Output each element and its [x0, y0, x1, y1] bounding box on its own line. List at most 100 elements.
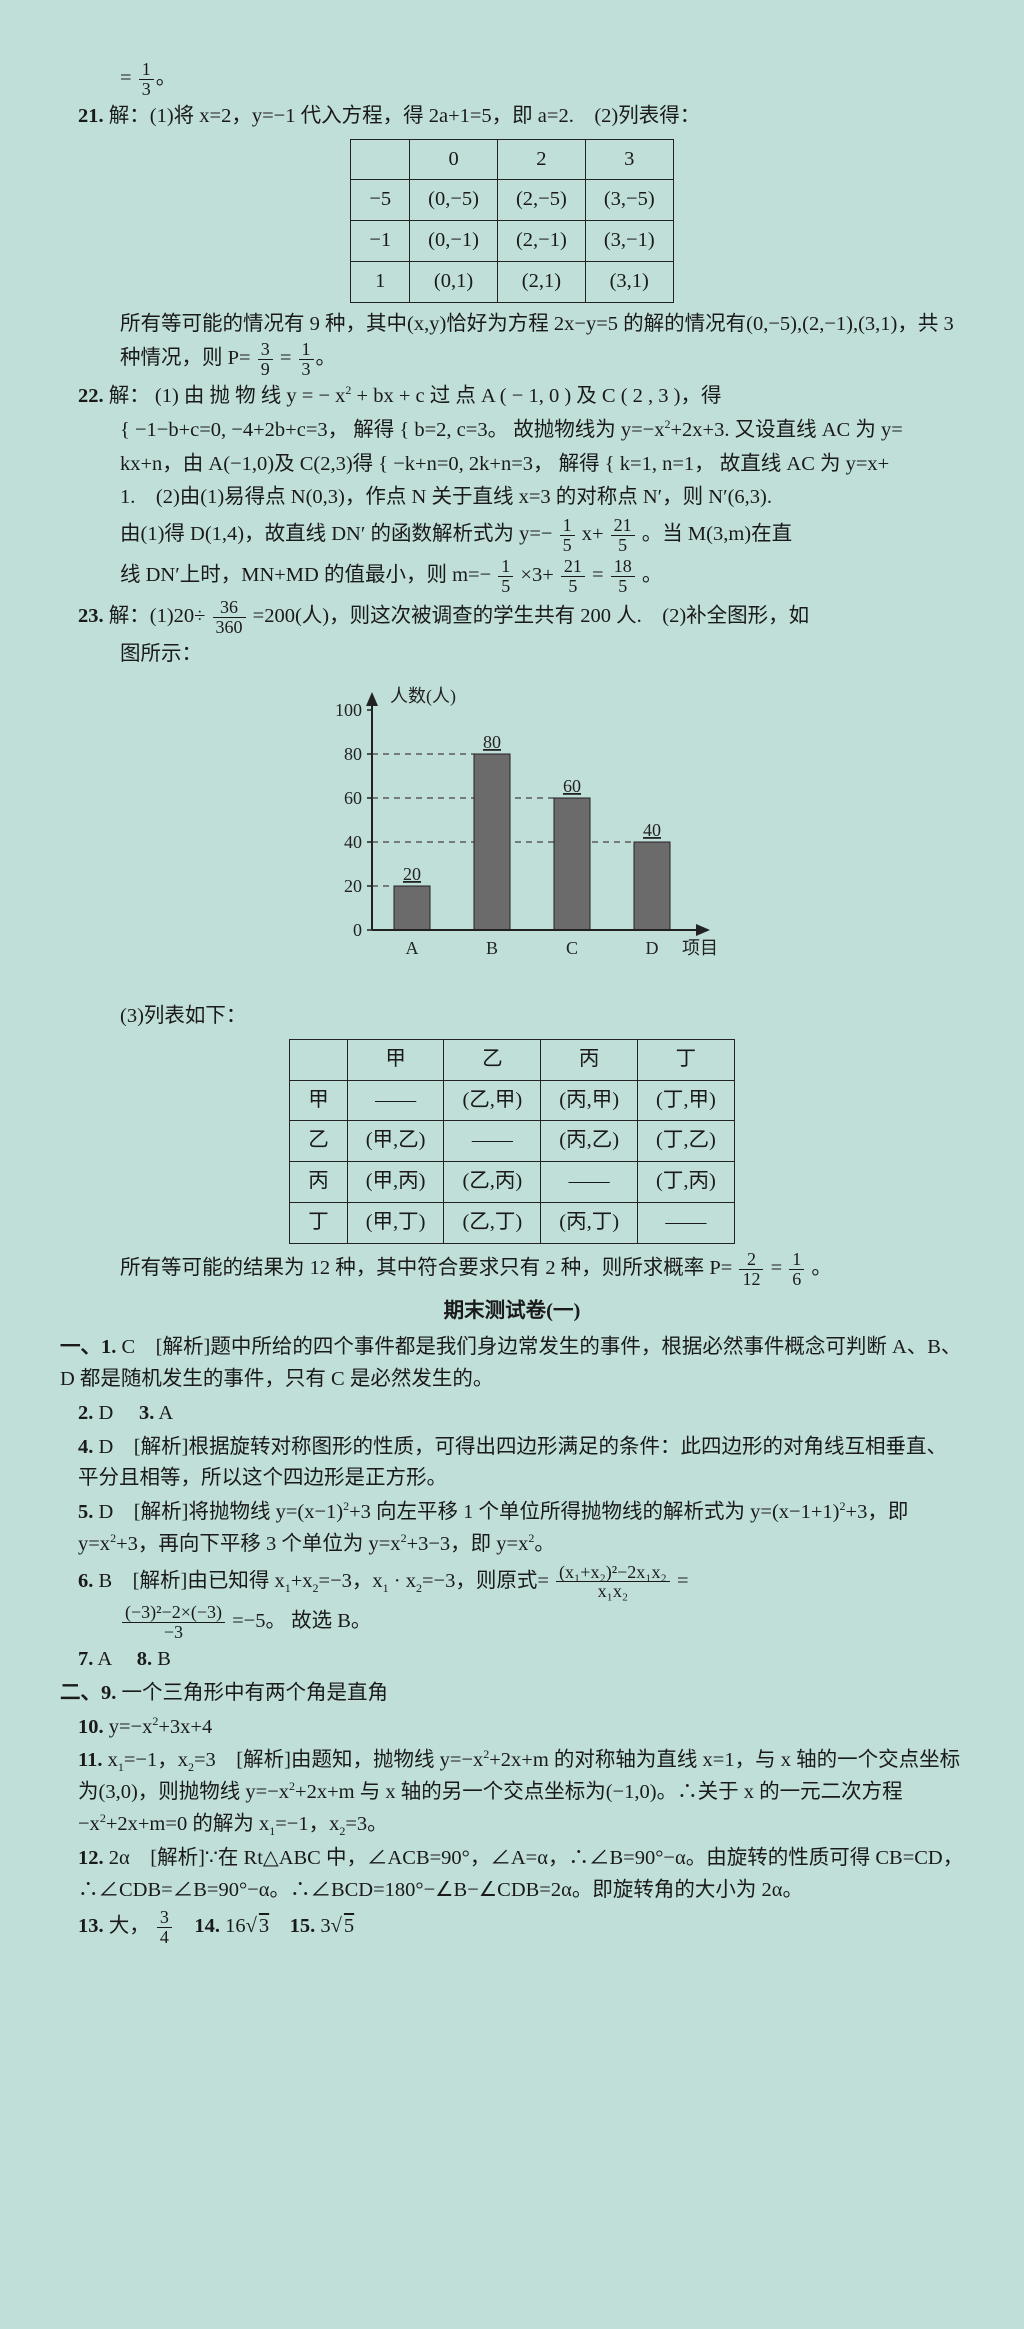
s2-a10a: y=−x: [109, 1716, 153, 1738]
q23-after2: 所有等可能的结果为 12 种，其中符合要求只有 2 种，则所求概率 P= 212…: [60, 1250, 964, 1289]
table-cell: (丁,丙): [638, 1162, 735, 1203]
frac-num: (−3)²−2×(−3): [122, 1603, 225, 1623]
s2-a12l: 12.: [78, 1847, 104, 1869]
s1-a8l: 8.: [137, 1648, 152, 1670]
frac-den: 4: [157, 1928, 172, 1947]
q22-p2b: +2x+3. 又设直线 AC 为 y=: [670, 419, 902, 441]
s1-a3: A: [158, 1402, 173, 1424]
s2-a11b: =−1，x: [124, 1749, 188, 1771]
q21-table: 023−5(0,−5)(2,−5)(3,−5)−1(0,−1)(2,−1)(3,…: [350, 139, 673, 303]
s1-a1: C [解析]题中所给的四个事件都是我们身边常发生的事件，根据必然事件概念可判断 …: [60, 1336, 961, 1390]
s2-a10b: +3x+4: [158, 1716, 212, 1738]
s1-a6d: · x: [389, 1570, 416, 1592]
table-cell: (甲,乙): [347, 1121, 444, 1162]
table-header-cell: 3: [585, 139, 673, 180]
table-cell: (丁,乙): [638, 1121, 735, 1162]
table-cell: −1: [351, 221, 410, 262]
q22-p1b: + bx + c 过 点 A ( − 1, 0 ) 及 C ( 2 , 3 )，…: [351, 385, 721, 407]
table-cell: (乙,丁): [444, 1202, 541, 1243]
s1-a5l: 5.: [78, 1501, 93, 1523]
q22-p1a: (1) 由 抛 物 线 y = − x: [155, 385, 346, 407]
table-cell: 1: [351, 261, 410, 302]
table-cell: (丁,甲): [638, 1080, 735, 1121]
table-cell: ——: [347, 1080, 444, 1121]
frac-den: 5: [611, 536, 635, 555]
s1-a5b: +3 向左平移 1 个单位所得抛物线的解析式为 y=(x−1+1): [349, 1501, 839, 1523]
s1-a8: B: [157, 1648, 171, 1670]
table-cell: ——: [541, 1162, 638, 1203]
table-cell: (丙,丁): [541, 1202, 638, 1243]
s2-a14l: 14.: [194, 1915, 220, 1937]
s2-a15l: 15.: [290, 1915, 316, 1937]
q22-p5a: 由(1)得 D(1,4)，故直线 DN′ 的函数解析式为 y=−: [120, 523, 552, 545]
q23-body2: (3)列表如下：: [120, 1005, 246, 1027]
q23-l1b: 图所示：: [60, 639, 964, 671]
table-header-cell: 乙: [444, 1039, 541, 1080]
svg-text:项目: 项目: [682, 938, 718, 958]
top-tail: 。: [156, 67, 177, 89]
s1-a5a: D [解析]将抛物线 y=(x−1): [99, 1501, 344, 1523]
s1-78: 7. A 8. B: [60, 1644, 964, 1676]
table-cell: (0,1): [410, 261, 498, 302]
table-header-cell: 丙: [541, 1039, 638, 1080]
s2-12: 12. 2α [解析]∵在 Rt△ABC 中，∠ACB=90°，∠A=α，∴∠B…: [60, 1843, 964, 1907]
s1-a2: D: [99, 1402, 134, 1424]
q23-bar-chart: 02040608010020A80B60C40D人数(人)项目: [302, 680, 722, 980]
frac-num: 1: [789, 1250, 804, 1270]
s2-a11l: 11.: [78, 1749, 103, 1771]
q22-p5c: 。当 M(3,m)在直: [642, 523, 792, 545]
table-cell: (丙,甲): [541, 1080, 638, 1121]
table-cell: (2,1): [497, 261, 585, 302]
q22-p6c: =: [592, 564, 604, 586]
frac-den: x₁x₂: [556, 1582, 670, 1601]
q22-fa: 15: [560, 516, 575, 555]
s1-a5f: 。: [534, 1533, 555, 1555]
q23-frac: 36360: [213, 598, 246, 637]
frac-num: 21: [611, 516, 635, 536]
q22-prefix: 解：: [109, 385, 150, 407]
table-cell: (2,−1): [497, 221, 585, 262]
s2-a14s: 3: [257, 1915, 269, 1937]
table-cell: 丙: [290, 1162, 348, 1203]
table-cell: 丁: [290, 1202, 348, 1243]
s1-1: 一、1. C [解析]题中所给的四个事件都是我们身边常发生的事件，根据必然事件概…: [60, 1332, 964, 1396]
svg-text:80: 80: [344, 744, 362, 764]
frac-num: (x₁+x₂)²−2x₁x₂: [556, 1563, 670, 1583]
q21-after: 所有等可能的情况有 9 种，其中(x,y)恰好为方程 2x−y=5 的解的情况有…: [60, 309, 964, 380]
frac-den: 5: [561, 577, 585, 596]
table-header-cell: 丁: [638, 1039, 735, 1080]
s2-a9: 一个三角形中有两个角是直角: [122, 1682, 389, 1704]
q22-l3: kx+n，由 A(−1,0)及 C(2,3)得 { −k+n=0, 2k+n=3…: [60, 449, 964, 481]
table-header-cell: 甲: [347, 1039, 444, 1080]
s2-a11c: =3 [解析]由题知，抛物线 y=−x: [194, 1749, 483, 1771]
q23-fp1: 212: [739, 1250, 763, 1289]
s2-131415: 13. 大， 34 14. 16√3 15. 3√5: [60, 1908, 964, 1947]
q21-frac2: 1 3: [299, 340, 314, 379]
frac-den: 5: [611, 577, 635, 596]
q23-mid: =: [771, 1257, 783, 1279]
svg-text:80: 80: [483, 732, 501, 752]
svg-text:D: D: [646, 938, 659, 958]
svg-text:100: 100: [335, 700, 362, 720]
table-cell: −5: [351, 180, 410, 221]
svg-text:20: 20: [344, 876, 362, 896]
frac-num: 1: [299, 340, 314, 360]
frac-num: 1: [498, 557, 513, 577]
svg-text:人数(人): 人数(人): [390, 686, 456, 707]
frac-den: 5: [560, 536, 575, 555]
svg-text:0: 0: [353, 920, 362, 940]
q22-l5: 由(1)得 D(1,4)，故直线 DN′ 的函数解析式为 y=− 15 x+ 2…: [60, 516, 964, 555]
frac-den: 3: [139, 80, 154, 99]
table-cell: (乙,甲): [444, 1080, 541, 1121]
eq-lhs: =: [120, 67, 132, 89]
svg-text:40: 40: [643, 820, 661, 840]
q22-l6: 线 DN′上时，MN+MD 的值最小，则 m=− 15 ×3+ 215 = 18…: [60, 557, 964, 596]
table-header-cell: 2: [497, 139, 585, 180]
q23-tail: 。: [811, 1257, 832, 1279]
s2-a11h: =3。: [345, 1813, 387, 1835]
svg-text:20: 20: [403, 864, 421, 884]
frac-num: 1: [560, 516, 575, 536]
top-fragment: = 1 3 。: [60, 60, 964, 99]
q23-fp2: 16: [789, 1250, 804, 1289]
s2-a11g: =−1，x: [275, 1813, 339, 1835]
